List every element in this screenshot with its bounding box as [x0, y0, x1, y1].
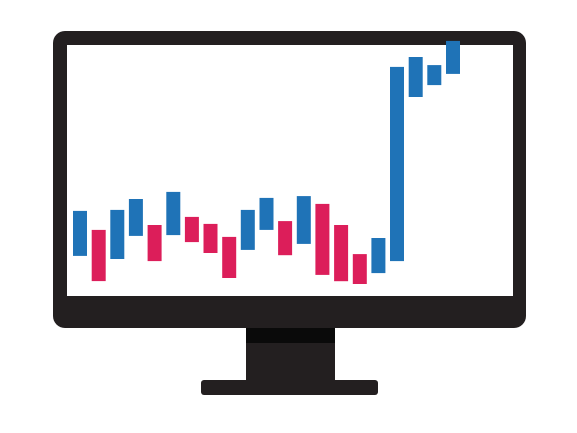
candle-down-15 — [334, 225, 349, 282]
candle-up-6 — [166, 191, 181, 236]
candle-up-13 — [296, 196, 311, 244]
candle-up-19 — [408, 57, 423, 97]
monitor-screen — [67, 45, 513, 296]
candle-down-8 — [203, 223, 218, 253]
candle-up-20 — [427, 65, 442, 86]
candle-up-10 — [240, 209, 255, 250]
candle-down-9 — [222, 236, 237, 278]
candle-up-3 — [110, 209, 125, 259]
candle-down-16 — [352, 254, 367, 284]
candle-down-12 — [278, 221, 293, 256]
candle-up-4 — [128, 199, 143, 236]
candle-up-1 — [73, 210, 87, 256]
candle-up-11 — [259, 197, 274, 230]
candlestick-chart — [73, 40, 460, 284]
monitor-stand-shadow — [246, 326, 335, 343]
candle-down-7 — [184, 216, 199, 243]
candle-up-17 — [371, 238, 386, 274]
candle-down-14 — [315, 203, 330, 275]
candle-down-2 — [91, 229, 106, 282]
candle-up-21 — [446, 40, 460, 74]
candle-up-18 — [390, 66, 404, 262]
candle-down-5 — [147, 225, 162, 262]
